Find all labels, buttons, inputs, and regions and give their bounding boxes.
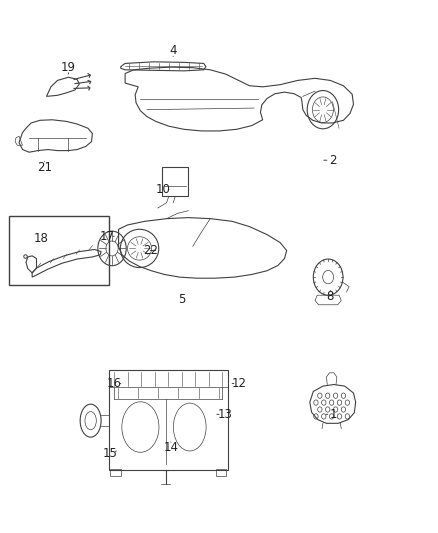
Bar [162,167,188,196]
Text: 19: 19 [61,61,76,74]
Bar [216,469,226,476]
Text: 2: 2 [329,154,336,167]
Text: 18: 18 [33,232,48,245]
Text: 12: 12 [232,377,247,390]
Bar [109,369,228,470]
Text: 17: 17 [100,230,115,243]
Text: 13: 13 [217,408,232,421]
Text: 1: 1 [330,408,337,421]
Bar [110,469,121,476]
Text: 5: 5 [178,294,186,306]
Text: 4: 4 [170,44,177,57]
Text: 14: 14 [163,441,178,454]
Text: 15: 15 [103,447,118,460]
Text: 10: 10 [155,183,170,196]
Text: 22: 22 [143,244,158,257]
Text: 8: 8 [327,290,334,303]
Text: 16: 16 [107,377,122,390]
Text: 21: 21 [37,160,52,174]
Bar [9,216,109,285]
